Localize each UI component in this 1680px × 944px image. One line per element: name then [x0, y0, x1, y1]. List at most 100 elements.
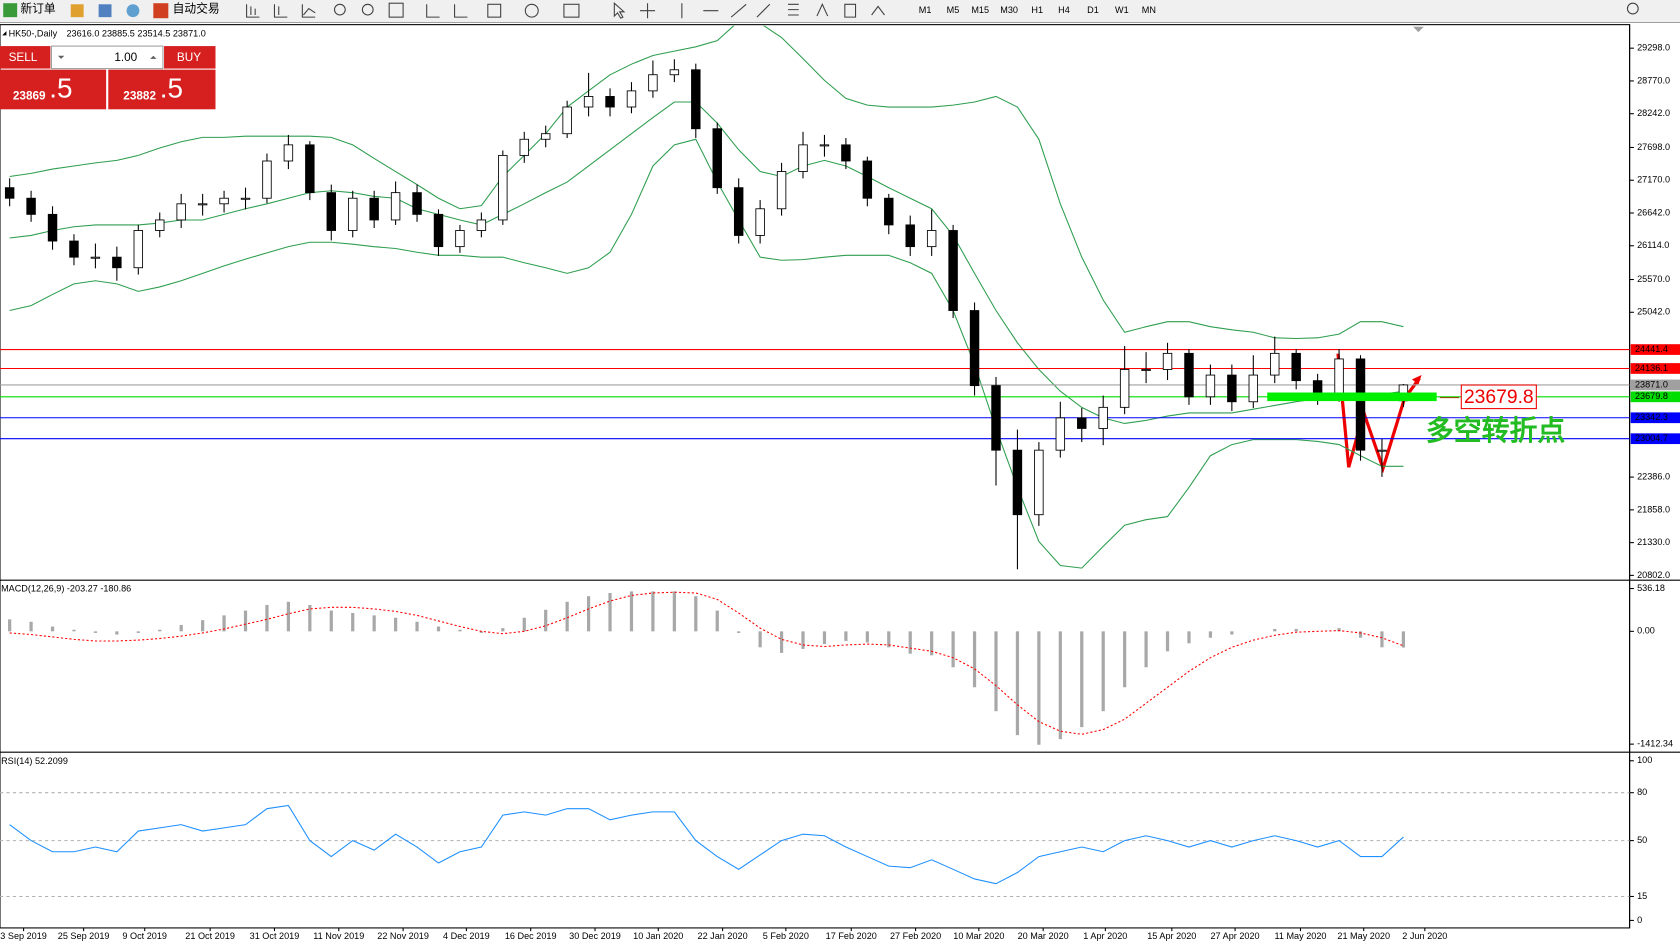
icon[interactable] — [246, 4, 260, 18]
timeframe[interactable]: M30 — [1000, 5, 1018, 15]
candle-body — [862, 160, 873, 199]
candle-body — [476, 219, 487, 231]
macd-bar — [629, 591, 634, 632]
timeframe[interactable]: M15 — [971, 5, 989, 15]
icon[interactable] — [273, 4, 288, 18]
icon[interactable] — [563, 3, 580, 18]
candle-body — [390, 192, 401, 221]
auto-trading-button[interactable]: 自动交易 — [153, 2, 220, 19]
buy-pips: .5 — [160, 72, 183, 103]
macd-bar — [1101, 631, 1105, 712]
level-tag — [1630, 391, 1680, 403]
icon[interactable] — [333, 3, 346, 16]
lot-input[interactable] — [50, 45, 164, 70]
y-tick-label: 27698.0 — [1637, 142, 1670, 152]
icon[interactable] — [613, 2, 626, 19]
macd-bar — [1294, 628, 1298, 632]
panel-plot — [8, 591, 1406, 745]
candle-body — [1077, 417, 1087, 429]
candle-body — [648, 74, 658, 92]
macd-bar — [1358, 631, 1363, 638]
sell-price-box[interactable] — [0, 69, 107, 110]
x-tick-label: 27 Apr 2020 — [1210, 931, 1259, 941]
macd-bar — [501, 628, 505, 632]
x-tick-label: 22 Nov 2019 — [377, 931, 429, 941]
macd-bar — [158, 629, 162, 632]
candle-body — [155, 219, 165, 231]
y-tick-label: 28242.0 — [1637, 108, 1670, 118]
icon[interactable] — [361, 3, 374, 16]
candle-body — [348, 197, 358, 231]
candle-body — [4, 187, 15, 199]
sell-button[interactable] — [0, 46, 51, 69]
macd-bar — [608, 593, 612, 632]
timeframe[interactable]: H4 — [1058, 5, 1070, 15]
icon[interactable] — [301, 4, 316, 18]
macd-bar — [394, 617, 398, 632]
macd-bar — [779, 631, 784, 653]
candle-body — [1034, 449, 1044, 516]
timeframe[interactable]: M1 — [919, 5, 932, 15]
icon[interactable] — [388, 2, 404, 18]
timeframe[interactable]: M5 — [947, 5, 960, 15]
candle-body — [283, 144, 294, 162]
candle-body — [819, 144, 830, 147]
macd-bar — [951, 631, 955, 668]
icon[interactable] — [487, 3, 502, 18]
candle-body — [733, 187, 744, 236]
macd-bar — [651, 591, 655, 632]
candle-body — [455, 230, 465, 248]
x-tick-label: 27 Feb 2020 — [890, 931, 941, 941]
signal-line — [9, 591, 1404, 735]
macd-bar — [972, 631, 977, 688]
x-tick-label: 2 Jun 2020 — [1402, 931, 1447, 941]
x-tick-label: 1 Apr 2020 — [1083, 931, 1127, 941]
macd-bar — [672, 591, 676, 632]
candle-body — [1355, 358, 1366, 451]
macd-bar — [565, 601, 569, 632]
x-tick-label: 15 Apr 2020 — [1147, 931, 1196, 941]
icon[interactable] — [640, 2, 885, 19]
macd-bar — [29, 621, 33, 632]
y-tick-label: 29298.0 — [1637, 43, 1670, 53]
candle-body — [926, 230, 937, 248]
panel-plot — [0, 25, 1630, 570]
icon[interactable] — [524, 3, 539, 18]
macd-bar — [179, 624, 183, 632]
timeframe[interactable]: D1 — [1087, 5, 1099, 15]
timeframe[interactable]: MN — [1142, 5, 1156, 15]
buy-button[interactable] — [164, 46, 216, 69]
icon[interactable] — [126, 4, 140, 18]
candle-body — [219, 197, 229, 205]
tool-icons[interactable] — [246, 2, 1639, 19]
macd-bar — [715, 610, 719, 632]
icon[interactable] — [426, 4, 468, 18]
macd-bar — [694, 596, 698, 632]
new-order-button[interactable]: 新订单 — [3, 2, 56, 18]
candle-body — [112, 256, 122, 269]
candle-body — [691, 69, 701, 130]
candle-body — [326, 192, 336, 231]
icon[interactable] — [70, 4, 84, 18]
macd-bar — [222, 615, 226, 632]
buy-price-box[interactable] — [108, 69, 216, 110]
timeframe[interactable]: W1 — [1115, 5, 1129, 15]
sell-pips: .5 — [49, 72, 72, 103]
macd-bar — [844, 631, 848, 641]
sell-price: 23869 — [13, 90, 46, 103]
y-tick-label: 0 — [1637, 915, 1642, 925]
level-label: 23004.7 — [1635, 433, 1668, 443]
icon[interactable] — [1626, 2, 1639, 15]
candle-body — [519, 138, 529, 156]
macd-bar — [1187, 631, 1191, 644]
candle-body — [1141, 369, 1151, 371]
macd-bar — [415, 621, 419, 632]
level-label: 23679.8 — [1635, 391, 1668, 401]
icon[interactable] — [98, 4, 112, 18]
timeframe[interactable]: H1 — [1031, 5, 1043, 15]
sell-label: SELL — [9, 51, 38, 64]
toolbar — [0, 0, 1680, 23]
candle-body — [540, 133, 551, 140]
macd-bar — [458, 629, 462, 632]
